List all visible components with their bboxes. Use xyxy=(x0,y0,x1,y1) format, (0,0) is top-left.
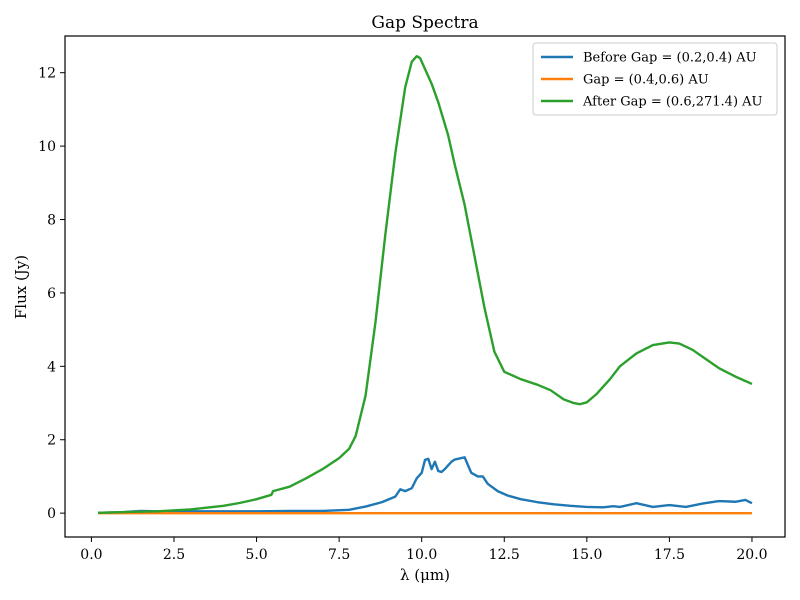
y-tick-label: 2 xyxy=(47,433,56,449)
y-tick-label: 10 xyxy=(38,139,56,155)
legend-label-3: After Gap = (0.6,271.4) AU xyxy=(582,95,763,110)
series-line-1 xyxy=(97,456,753,514)
x-tick-label: 0.0 xyxy=(80,547,102,563)
series-line-3 xyxy=(97,54,753,514)
x-tick-label: 12.5 xyxy=(489,547,520,563)
x-tick-label: 7.5 xyxy=(328,547,350,563)
y-tick-label: 12 xyxy=(38,66,56,82)
y-tick-label: 4 xyxy=(47,359,56,375)
legend-box xyxy=(532,42,778,116)
x-tick-label: 5.0 xyxy=(245,547,267,563)
y-axis-title: Flux (Jy) xyxy=(12,255,30,319)
axes-frame xyxy=(64,35,786,538)
x-tick-label: 10.0 xyxy=(406,547,437,563)
legend-label-1: Before Gap = (0.2,0.4) AU xyxy=(583,51,757,66)
x-tick-label: 15.0 xyxy=(571,547,602,563)
legend: Before Gap = (0.2,0.4) AU Gap = (0.4,0.6)… xyxy=(532,42,778,116)
x-tick-label: 20.0 xyxy=(736,547,767,563)
y-tick-label: 6 xyxy=(47,286,56,302)
x-tick-label: 2.5 xyxy=(163,547,185,563)
y-tick-label: 0 xyxy=(47,506,56,522)
x-tick-label: 17.5 xyxy=(654,547,685,563)
chart-title: Gap Spectra xyxy=(371,13,478,33)
x-axis-title: λ (μm) xyxy=(400,566,450,584)
y-tick-label: 8 xyxy=(47,213,56,229)
legend-label-2: Gap = (0.4,0.6) AU xyxy=(583,73,709,88)
